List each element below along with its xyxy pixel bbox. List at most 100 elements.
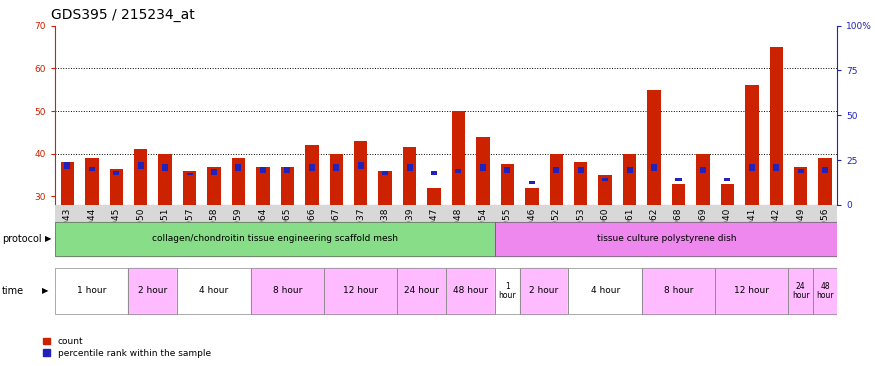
Text: GSM6043: GSM6043 xyxy=(63,208,72,251)
Bar xyxy=(129,268,178,314)
Bar xyxy=(495,221,837,256)
Bar xyxy=(378,171,392,205)
Bar xyxy=(402,147,416,205)
Text: GSM6041: GSM6041 xyxy=(747,208,756,251)
Bar xyxy=(60,162,74,205)
Bar xyxy=(480,164,486,171)
Bar xyxy=(397,205,422,254)
Text: GSM6060: GSM6060 xyxy=(600,208,610,251)
Text: GSM6037: GSM6037 xyxy=(356,208,365,251)
Text: 4 hour: 4 hour xyxy=(591,287,619,295)
Text: GSM6056: GSM6056 xyxy=(821,208,830,251)
Bar xyxy=(407,164,413,171)
Bar xyxy=(281,167,294,205)
Bar xyxy=(648,90,661,205)
Bar xyxy=(818,158,832,205)
Bar xyxy=(715,268,788,314)
Text: protocol: protocol xyxy=(2,234,41,244)
Text: GSM6051: GSM6051 xyxy=(161,208,170,251)
Bar xyxy=(55,221,495,256)
Text: 8 hour: 8 hour xyxy=(664,287,693,295)
Bar xyxy=(134,149,147,205)
Bar xyxy=(250,205,275,254)
Bar xyxy=(104,205,129,254)
Bar xyxy=(672,184,685,205)
Bar xyxy=(788,268,813,314)
Bar xyxy=(373,205,397,254)
Bar xyxy=(137,162,144,169)
Bar xyxy=(788,268,813,314)
Text: GSM6067: GSM6067 xyxy=(332,208,340,251)
Bar xyxy=(256,167,270,205)
Text: GSM6047: GSM6047 xyxy=(430,208,438,251)
Text: GSM6059: GSM6059 xyxy=(234,208,243,251)
Text: 8 hour: 8 hour xyxy=(273,287,302,295)
Text: GSM6058: GSM6058 xyxy=(209,208,219,251)
Bar xyxy=(284,167,290,173)
Bar xyxy=(569,268,642,314)
Text: GSM6054: GSM6054 xyxy=(479,208,487,251)
Bar xyxy=(431,171,437,175)
Bar xyxy=(721,184,734,205)
Text: 2 hour: 2 hour xyxy=(138,287,167,295)
Text: GSM6052: GSM6052 xyxy=(552,208,561,251)
Bar xyxy=(569,268,642,314)
Bar xyxy=(178,205,202,254)
Bar xyxy=(794,167,808,205)
Bar xyxy=(129,205,153,254)
Text: GSM6044: GSM6044 xyxy=(88,208,96,251)
Bar xyxy=(324,205,348,254)
Bar xyxy=(739,205,764,254)
Bar xyxy=(85,158,99,205)
Text: 1 hour: 1 hour xyxy=(77,287,107,295)
Bar xyxy=(749,164,755,171)
Bar xyxy=(235,164,242,171)
Bar xyxy=(422,205,446,254)
Text: GSM6068: GSM6068 xyxy=(674,208,683,251)
Bar xyxy=(333,164,340,171)
Bar xyxy=(456,169,461,173)
Bar xyxy=(520,268,569,314)
Text: GSM6048: GSM6048 xyxy=(454,208,463,251)
Bar xyxy=(593,205,618,254)
Bar xyxy=(471,205,495,254)
Bar xyxy=(354,141,367,205)
Bar xyxy=(211,169,217,175)
Bar xyxy=(397,268,446,314)
Bar xyxy=(183,171,196,205)
Bar xyxy=(178,268,251,314)
Text: GSM6053: GSM6053 xyxy=(577,208,585,251)
Text: GSM6069: GSM6069 xyxy=(698,208,707,251)
Bar xyxy=(550,154,563,205)
Bar xyxy=(55,205,80,254)
Bar xyxy=(504,167,510,173)
Bar xyxy=(574,162,587,205)
Bar xyxy=(446,268,495,314)
Bar xyxy=(700,167,706,173)
Bar xyxy=(641,268,715,314)
Bar xyxy=(495,221,837,256)
Text: time: time xyxy=(2,286,24,296)
Bar xyxy=(715,268,788,314)
Bar xyxy=(260,167,266,173)
Bar xyxy=(382,171,388,175)
Text: 12 hour: 12 hour xyxy=(734,287,769,295)
Bar xyxy=(715,205,739,254)
Text: GDS395 / 215234_at: GDS395 / 215234_at xyxy=(51,8,194,22)
Bar xyxy=(250,268,324,314)
Text: GSM6065: GSM6065 xyxy=(283,208,292,251)
Text: ▶: ▶ xyxy=(42,287,48,295)
Text: GSM6045: GSM6045 xyxy=(112,208,121,251)
Bar xyxy=(452,111,466,205)
Bar xyxy=(724,178,731,182)
Text: ▶: ▶ xyxy=(45,234,51,243)
Bar xyxy=(618,205,641,254)
Text: tissue culture polystyrene dish: tissue culture polystyrene dish xyxy=(597,234,736,243)
Bar xyxy=(476,137,490,205)
Bar xyxy=(746,85,759,205)
Bar xyxy=(299,205,324,254)
Text: 4 hour: 4 hour xyxy=(200,287,228,295)
Bar xyxy=(520,268,569,314)
Bar xyxy=(666,205,690,254)
Text: GSM6066: GSM6066 xyxy=(307,208,316,251)
